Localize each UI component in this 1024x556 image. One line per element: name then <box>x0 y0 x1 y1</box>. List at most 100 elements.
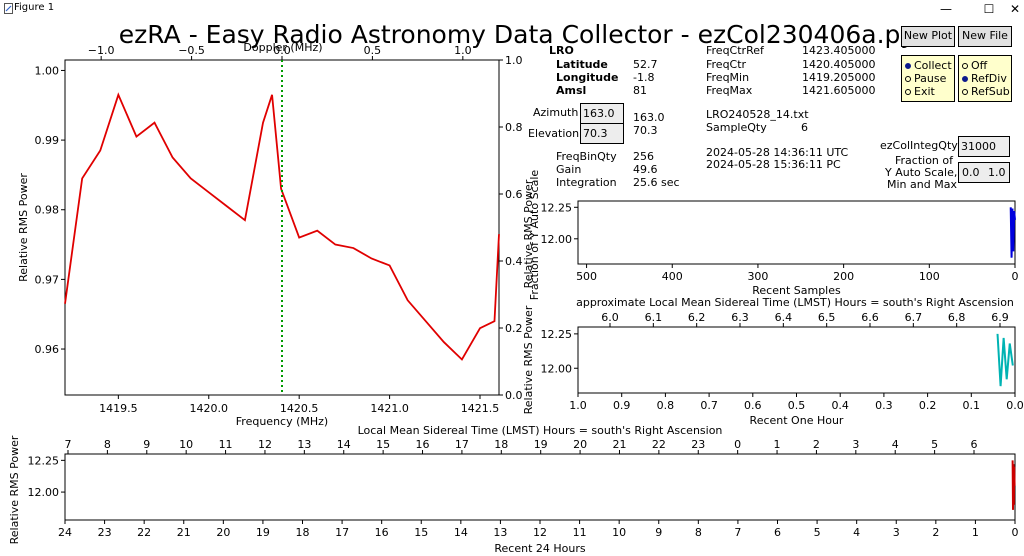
recent_24_hours-top-tick-label: 19 <box>534 438 548 451</box>
freqbinqty-label: FreqBinQty <box>556 150 617 163</box>
recent_24_hours-top-tick-label: 23 <box>691 438 705 451</box>
amsl-label: Amsl <box>556 84 587 97</box>
recent_one_hour-x-tick-label: 1.0 <box>569 399 587 412</box>
recent_one_hour-x-tick-label: 0.3 <box>875 399 893 412</box>
recent_one_hour-x-axis-label: Recent One Hour <box>750 414 844 427</box>
recent_one_hour-top-tick-label: 6.5 <box>818 311 836 324</box>
sampleqty-label: SampleQty <box>706 121 767 134</box>
recent_one_hour-top-tick-label: 6.7 <box>905 311 923 324</box>
elevation-input[interactable]: 70.3 <box>580 123 624 144</box>
azimuth-input[interactable]: 163.0 <box>580 103 624 124</box>
recent_24_hours-x-tick-label: 7 <box>734 526 741 539</box>
recent_samples-y-axis-label: Relative RMS Power <box>522 179 535 288</box>
recent_24_hours-top-tick-label: 9 <box>143 438 150 451</box>
latitude-label: Latitude <box>556 58 608 71</box>
window-titlebar: Figure 1 — ☐ ✕ <box>0 0 1024 18</box>
recent_one_hour-x-tick-label: 0.7 <box>700 399 718 412</box>
recent_one_hour-x-tick-label: 0.2 <box>919 399 937 412</box>
recent_24_hours-x-tick-label: 12 <box>533 526 547 539</box>
recent_24_hours-x-axis-label: Recent 24 Hours <box>494 542 586 555</box>
maximize-button[interactable]: ☐ <box>983 2 995 16</box>
mode-radio-pause[interactable]: Pause <box>905 73 946 85</box>
spectrum-x-tick-label: 1421.0 <box>370 402 409 415</box>
recent_samples-x-tick-label: 300 <box>747 270 768 283</box>
recent_24_hours-top-tick-label: 6 <box>971 438 978 451</box>
freqmin-label: FreqMin <box>706 71 750 84</box>
recent_24_hours-top-tick-label: 14 <box>337 438 351 451</box>
fraction-tick-label: 1.0 <box>505 54 523 67</box>
autoscale-label-3: Min and Max <box>887 178 957 191</box>
reference-radio-group: Off RefDiv RefSub <box>958 55 1012 102</box>
recent_24_hours-top-tick-label: 13 <box>297 438 311 451</box>
recent_24_hours-x-tick-label: 3 <box>893 526 900 539</box>
recent_samples-frame <box>577 200 1016 265</box>
recent_samples-x-tick-label: 200 <box>833 270 854 283</box>
close-button[interactable]: ✕ <box>1009 2 1021 16</box>
new-file-button[interactable]: New File <box>958 26 1012 47</box>
recent_one_hour-top-tick-label: 6.2 <box>688 311 706 324</box>
doppler-tick-label: 1.0 <box>454 44 472 57</box>
recent_one_hour-x-tick-label: 0.5 <box>788 399 806 412</box>
recent_24_hours-line <box>1011 460 1016 510</box>
recent_samples-y-tick-label: 12.25 <box>541 201 573 214</box>
spectrum-x-tick-label: 1421.5 <box>461 402 500 415</box>
recent_24_hours-top-tick-label: 5 <box>931 438 938 451</box>
autoscale-input[interactable]: 0.0 1.0 <box>958 162 1010 183</box>
recent_24_hours-y-axis-label: Relative RMS Power <box>8 435 21 544</box>
mode-radio-group: Collect Pause Exit <box>901 55 955 102</box>
ref-radio-off[interactable]: Off <box>962 60 987 72</box>
recent_one_hour-line <box>996 333 1014 387</box>
freqbinqty-value: 256 <box>633 150 654 163</box>
ref-radio-refsub[interactable]: RefSub <box>962 86 1010 98</box>
pc-time: 2024-05-28 15:36:11 PC <box>706 158 841 171</box>
recent_24_hours-x-tick-label: 13 <box>493 526 507 539</box>
recent_24_hours-x-tick-label: 15 <box>414 526 428 539</box>
autoscale-min-value: 0.0 <box>962 166 980 179</box>
recent_one_hour-top-tick-label: 6.8 <box>948 311 966 324</box>
recent_one_hour-x-tick-label: 0.0 <box>1006 399 1024 412</box>
minimize-button[interactable]: — <box>940 2 952 16</box>
recent_24_hours-x-tick-label: 1 <box>972 526 979 539</box>
autoscale-max-value: 1.0 <box>988 166 1006 179</box>
recent_one_hour-top-tick-label: 6.9 <box>991 311 1009 324</box>
recent_24_hours-x-tick-label: 16 <box>375 526 389 539</box>
freqctr-label: FreqCtr <box>706 58 747 71</box>
new-plot-button[interactable]: New Plot <box>901 26 955 47</box>
autoscale-label-1: Fraction of <box>895 154 954 167</box>
recent_samples-x-tick-label: 0 <box>1012 270 1019 283</box>
recent_one_hour-x-tick-label: 0.1 <box>963 399 981 412</box>
fraction-tick-label: 0.6 <box>505 188 523 201</box>
autoscale-label-2: Y Auto Scale, <box>885 166 958 179</box>
site-name: LRO <box>549 44 574 57</box>
azimuth-label: Azimuth <box>533 106 579 119</box>
recent_24_hours-x-tick-label: 22 <box>137 526 151 539</box>
recent_24_hours-x-tick-label: 17 <box>335 526 349 539</box>
freqmin-value: 1419.205000 <box>802 71 876 84</box>
radio-dot-icon <box>905 76 911 82</box>
azimuth-value: 163.0 <box>633 111 665 124</box>
recent_24_hours-top-tick-label: 4 <box>892 438 899 451</box>
recent_24_hours-x-tick-label: 2 <box>932 526 939 539</box>
recent_24_hours-x-tick-label: 9 <box>655 526 662 539</box>
recent_24_hours-top-tick-label: 18 <box>494 438 508 451</box>
freqctr-value: 1420.405000 <box>802 58 876 71</box>
mode-radio-exit[interactable]: Exit <box>905 86 935 98</box>
recent_24_hours-x-tick-label: 8 <box>695 526 702 539</box>
recent_24_hours-top-tick-label: 16 <box>416 438 430 451</box>
mode-radio-collect[interactable]: Collect <box>905 60 952 72</box>
radio-dot-icon <box>962 76 968 82</box>
recent_one_hour-y-axis-label: Relative RMS Power <box>522 305 535 414</box>
recent_24_hours-x-tick-label: 18 <box>296 526 310 539</box>
recent_samples-line <box>1009 207 1016 258</box>
recent_one_hour-frame <box>577 326 1016 394</box>
recent_24_hours-x-tick-label: 6 <box>774 526 781 539</box>
figure-title: ezRA - Easy Radio Astronomy Data Collect… <box>118 20 916 49</box>
spectrum-x-axis-label: Frequency (MHz) <box>236 415 328 428</box>
recent_one_hour-x-tick-label: 0.9 <box>613 399 631 412</box>
recent_24_hours-top-tick-label: 8 <box>104 438 111 451</box>
integqty-input[interactable]: 31000 <box>958 136 1010 157</box>
freqctrref-value: 1423.405000 <box>802 44 876 57</box>
recent_one_hour-x-tick-label: 0.6 <box>744 399 762 412</box>
elevation-value: 70.3 <box>633 124 658 137</box>
ref-radio-refdiv[interactable]: RefDiv <box>962 73 1007 85</box>
